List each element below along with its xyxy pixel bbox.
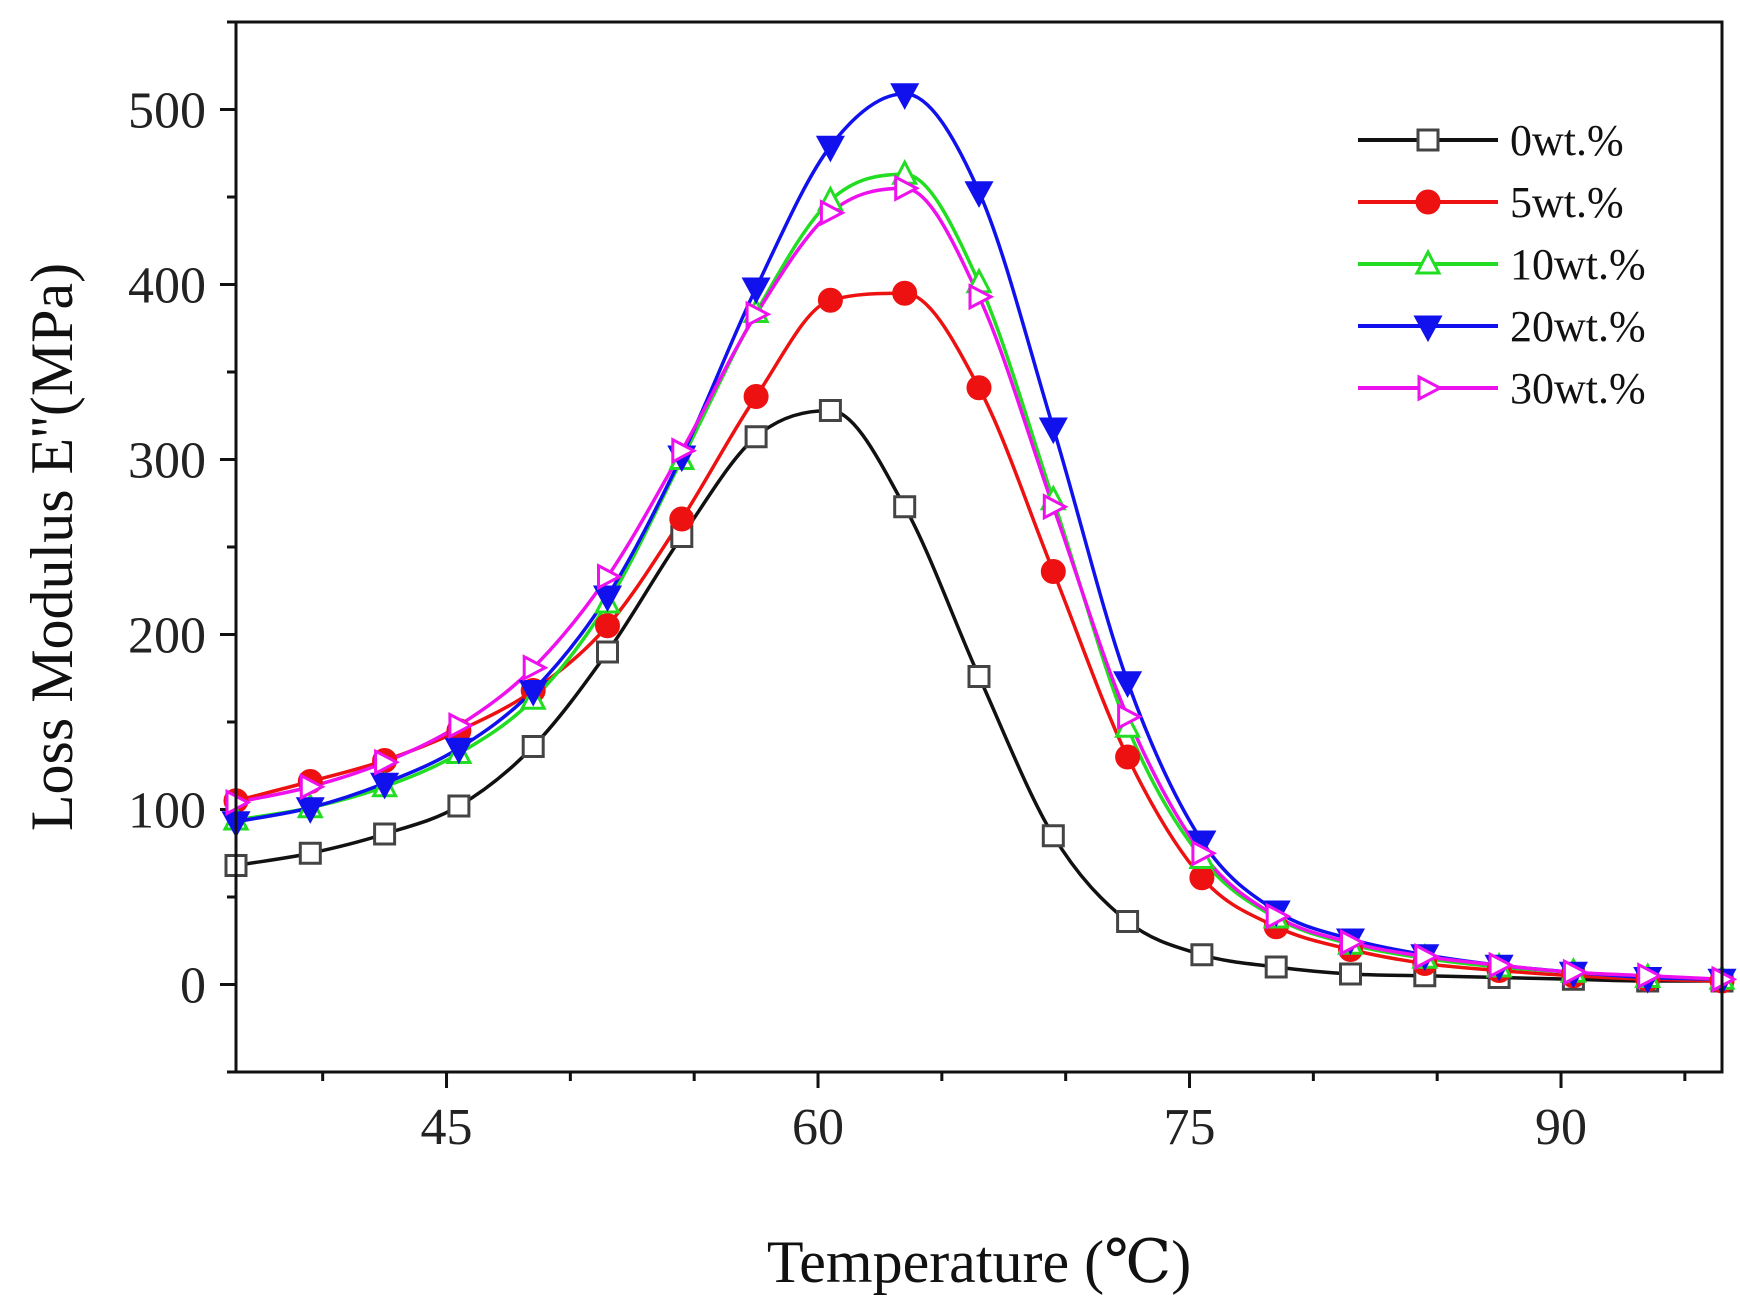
data-point-series-5	[1042, 493, 1069, 521]
y-tick-label: 0	[180, 958, 206, 1015]
x-tick-label: 60	[792, 1099, 844, 1156]
data-point-series-4	[1038, 417, 1068, 445]
series-line-4	[235, 91, 1723, 981]
data-point-series-1	[1190, 943, 1214, 967]
data-point-series-1	[1116, 910, 1140, 933]
y-tick-label: 500	[128, 83, 206, 140]
data-point-series-1	[1339, 962, 1362, 986]
data-point-series-2	[1115, 744, 1141, 770]
data-point-series-2	[595, 613, 620, 639]
x-tick-label: 90	[1535, 1099, 1587, 1156]
data-point-series-2	[1189, 865, 1215, 891]
data-point-series-5	[671, 437, 698, 465]
data-point-series-2	[1040, 559, 1066, 584]
data-point-series-5	[1340, 929, 1366, 956]
data-point-series-5	[1414, 943, 1441, 970]
data-point-series-1	[298, 841, 322, 865]
y-axis-title: Loss Modulus E''(MPa)	[19, 263, 85, 831]
data-point-series-5	[374, 748, 400, 776]
data-point-series-1	[447, 794, 471, 818]
data-point-series-5	[522, 654, 549, 682]
axis-ticks	[220, 20, 1687, 1088]
y-tick-label: 200	[128, 608, 206, 665]
plot-frame	[234, 20, 1724, 1074]
data-point-series-5	[745, 300, 772, 328]
legend-marker	[1413, 315, 1443, 343]
data-point-series-4	[592, 585, 623, 613]
data-point-series-5	[597, 563, 623, 591]
data-point-series-4	[295, 797, 325, 824]
data-point-series-1	[373, 822, 397, 846]
legend-label: 20wt.%	[1510, 302, 1646, 351]
series-markers	[221, 83, 1738, 996]
data-point-series-1	[818, 399, 842, 422]
data-point-series-4	[741, 277, 771, 305]
data-point-series-1	[1041, 824, 1065, 848]
data-point-series-5	[1562, 958, 1589, 986]
data-point-series-2	[743, 384, 769, 409]
series-line-5	[235, 186, 1723, 981]
data-point-series-2	[817, 287, 843, 313]
data-point-series-4	[444, 737, 474, 765]
data-point-series-5	[448, 712, 475, 739]
y-tick-label: 400	[128, 258, 206, 315]
legend-label: 5wt.%	[1510, 178, 1624, 227]
legend: 0wt.% 5wt.% 10wt.% 20wt.% 30wt.%	[1358, 116, 1646, 413]
legend-label: 30wt.%	[1510, 364, 1646, 413]
data-point-series-5	[299, 773, 326, 801]
x-tick-label: 45	[421, 1099, 473, 1156]
legend-marker	[1415, 189, 1441, 215]
y-tick-label: 300	[128, 433, 206, 490]
data-point-series-5	[1637, 962, 1663, 990]
data-point-series-5	[968, 283, 995, 311]
data-point-series-4	[815, 135, 845, 163]
data-point-series-5	[1265, 902, 1292, 930]
data-point-series-4	[518, 680, 548, 707]
tick-labels: 45 60 75 90 0 100 200 300 400 500	[128, 83, 1587, 1157]
legend-marker	[1414, 248, 1442, 275]
x-tick-label: 75	[1164, 1099, 1216, 1156]
data-point-series-1	[1264, 955, 1288, 979]
data-point-series-5	[1117, 703, 1143, 731]
data-point-series-1	[521, 735, 545, 758]
x-axis-title: Temperature (℃)	[767, 1229, 1191, 1295]
data-point-series-4	[1113, 671, 1143, 698]
data-point-series-4	[964, 181, 994, 208]
data-point-series-5	[894, 174, 920, 202]
legend-marker	[1417, 374, 1444, 402]
data-point-series-1	[967, 665, 991, 688]
data-point-series-1	[893, 495, 917, 519]
data-point-series-1	[596, 640, 619, 664]
y-tick-label: 100	[128, 783, 206, 840]
series-lines	[235, 91, 1723, 983]
data-point-series-2	[669, 506, 695, 532]
legend-marker	[1416, 128, 1440, 152]
legend-label: 0wt.%	[1510, 116, 1624, 165]
legend-label: 10wt.%	[1510, 240, 1646, 289]
data-point-series-2	[966, 375, 992, 401]
data-point-series-4	[370, 772, 400, 800]
data-point-series-1	[744, 425, 768, 449]
series-line-1	[235, 408, 1722, 983]
data-point-series-5	[1488, 951, 1515, 979]
data-point-series-5	[819, 199, 846, 227]
data-point-series-4	[890, 83, 920, 110]
data-point-series-5	[1191, 839, 1218, 867]
data-point-series-2	[892, 280, 918, 306]
